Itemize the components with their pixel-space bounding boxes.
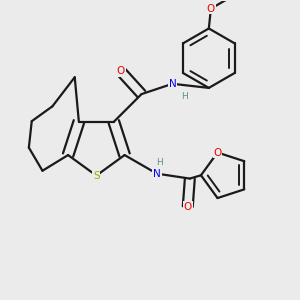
Text: O: O [213, 148, 222, 158]
Text: H: H [156, 158, 163, 166]
Text: O: O [207, 4, 215, 14]
Text: N: N [169, 79, 176, 89]
Text: H: H [181, 92, 188, 101]
Text: N: N [153, 169, 161, 178]
Text: O: O [184, 202, 192, 212]
Text: S: S [93, 171, 100, 181]
Text: O: O [117, 66, 125, 76]
